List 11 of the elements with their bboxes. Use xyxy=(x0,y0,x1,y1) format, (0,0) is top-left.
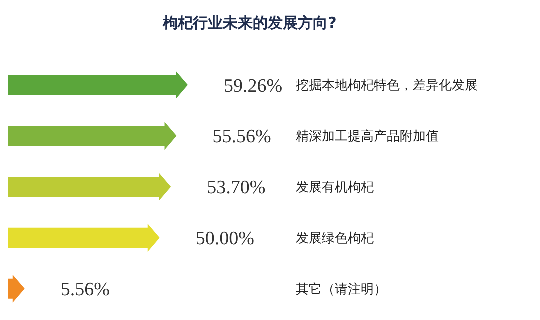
text: 枸杞行业未来的发展方向? xyxy=(162,14,337,32)
y-tick-label: 发展绿色枸杞 xyxy=(296,231,374,246)
y-tick-label: 其它（请注明） xyxy=(296,281,387,298)
y-tick-label: 精深加工提高产品附加值 xyxy=(296,128,439,145)
data-label: 5.56% xyxy=(60,280,110,301)
data-label: 53.70% xyxy=(207,178,266,199)
data-label: 55.56% xyxy=(212,126,272,148)
y-tick-label: 发展有机枸杞 xyxy=(296,180,374,196)
data-label: 59.26% xyxy=(224,76,283,97)
y-tick-label: 挖掘本地枸杞特色，差异化发展 xyxy=(296,78,478,94)
data-label: 50.00% xyxy=(196,228,255,250)
